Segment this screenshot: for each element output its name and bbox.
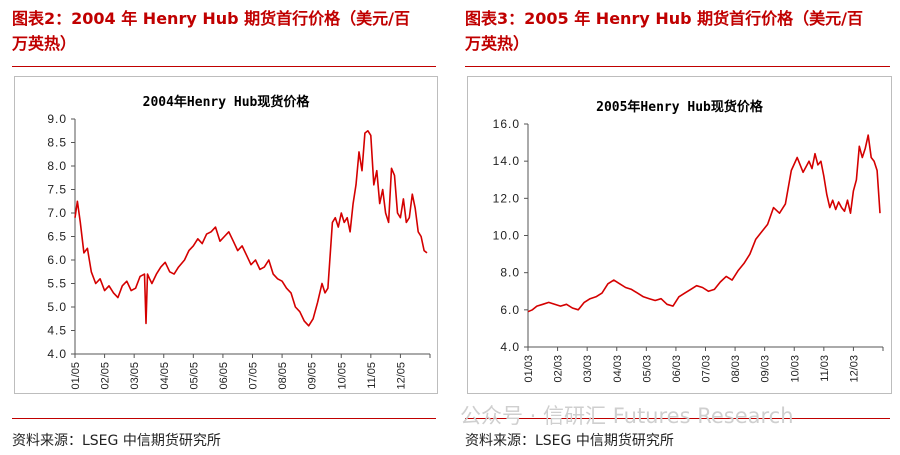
panel-heading-right: 图表3：2005 年 Henry Hub 期货首行价格（美元/百 万英热） (465, 6, 863, 56)
chart-title-right: 2005年Henry Hub现货价格 (596, 100, 763, 115)
x-tick-label: 01/05 (70, 362, 82, 390)
chart-frame-left: 2004年Henry Hub现货价格 9.0 8.5 8.0 7.5 7.0 6.5 6.0… (14, 76, 438, 394)
chart-left: 9.0 8.5 8.0 7.5 7.0 6.5 6.0 5.5 5.0 4.5 4.001/05 02… (47, 112, 431, 390)
x-tick-label: 11/03 (819, 355, 831, 382)
x-tick-label: 02/05 (100, 362, 112, 390)
source-note-left: 资料来源：LSEG 中信期货研究所 (12, 433, 221, 449)
y-tick-label: 14.0 (493, 154, 520, 168)
chart-right: 16.0 14.0 12.0 10.0 8.0 6.0 4.001/03 02/03 03/03… (493, 117, 884, 383)
y-tick-label: 7.5 (47, 183, 67, 197)
x-tick-label: 02/03 (553, 355, 565, 383)
panel-heading-left-line2: 万英热） (12, 34, 77, 53)
y-tick-label: 4.0 (47, 347, 67, 361)
y-tick-label: 8.0 (500, 266, 520, 280)
series-line-0 (74, 129, 428, 327)
x-tick-label: 07/03 (701, 355, 713, 383)
panel-heading-left: 图表2：2004 年 Henry Hub 期货首行价格（美元/百 万英热） (12, 6, 410, 56)
x-tick-label: 04/03 (612, 355, 624, 383)
y-tick-label: 5.0 (47, 300, 67, 314)
x-tick-label: 05/05 (188, 362, 200, 390)
x-tick-label: 03/05 (129, 362, 141, 390)
y-tick-label: 6.5 (47, 230, 67, 244)
x-tick-label: 11/05 (366, 362, 378, 389)
x-tick-label: 08/05 (277, 362, 289, 390)
panel-heading-right-line1: 图表3：2005 年 Henry Hub 期货首行价格（美元/百 (465, 9, 863, 28)
x-tick-label: 06/03 (671, 355, 683, 383)
y-tick-label: 8.0 (47, 159, 67, 173)
y-tick-label: 4.0 (500, 340, 520, 354)
y-tick-label: 9.0 (47, 112, 67, 126)
heading-rule-right (465, 66, 890, 67)
x-tick-label: 01/03 (523, 355, 535, 383)
x-tick-label: 10/03 (789, 355, 801, 383)
x-tick-label: 05/03 (641, 355, 653, 383)
series-line-0 (527, 134, 881, 313)
y-tick-label: 8.5 (47, 136, 67, 150)
y-tick-label: 12.0 (493, 191, 520, 205)
source-note-right: 资料来源：LSEG 中信期货研究所 (465, 433, 674, 449)
x-tick-label: 09/05 (307, 362, 319, 390)
y-tick-label: 5.5 (47, 277, 67, 291)
y-tick-label: 10.0 (493, 229, 520, 243)
y-tick-label: 6.0 (47, 253, 67, 267)
x-tick-label: 03/03 (582, 355, 594, 383)
y-tick-label: 6.0 (500, 303, 520, 317)
heading-rule-left (12, 66, 436, 67)
y-tick-label: 7.0 (47, 206, 67, 220)
x-tick-label: 10/05 (336, 362, 348, 390)
x-tick-label: 12/03 (848, 355, 860, 383)
y-tick-label: 4.5 (47, 324, 67, 338)
footer-rule-right (465, 418, 890, 419)
x-tick-label: 04/05 (159, 362, 171, 390)
watermark: 公众号 · 信研汇 Futures Research (460, 404, 794, 428)
y-tick-label: 16.0 (493, 117, 520, 131)
panel-heading-right-line2: 万英热） (465, 34, 530, 53)
chart-frame-right: 2005年Henry Hub现货价格 16.0 14.0 12.0 10.0 8.0 6.… (467, 76, 892, 394)
x-tick-label: 06/05 (218, 362, 230, 390)
x-tick-label: 12/05 (395, 362, 407, 390)
x-tick-label: 07/05 (248, 362, 260, 390)
x-tick-label: 08/03 (730, 355, 742, 383)
chart-title-left: 2004年Henry Hub现货价格 (142, 95, 310, 110)
x-tick-label: 09/03 (760, 355, 772, 383)
panel-heading-left-line1: 图表2：2004 年 Henry Hub 期货首行价格（美元/百 (12, 9, 410, 28)
footer-rule-left (12, 418, 436, 419)
